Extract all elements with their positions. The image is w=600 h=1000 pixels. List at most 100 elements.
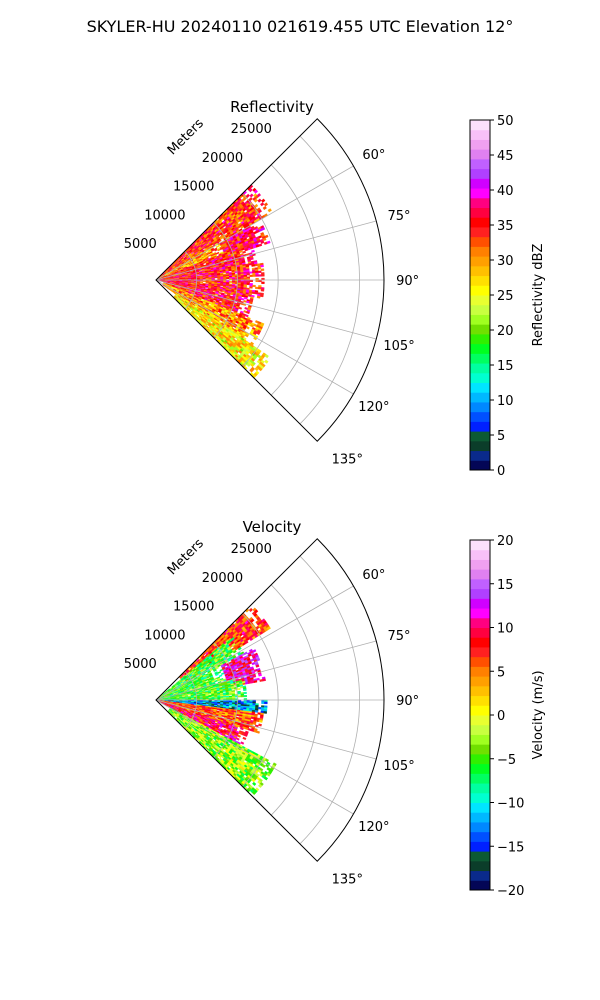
radial-tick-label: 15000 [173,180,214,195]
colorbar-swatch [470,178,490,189]
colorbar-swatch [470,188,490,199]
colorbar-swatch [470,343,490,354]
radial-tick-label: 25000 [231,542,272,557]
azimuth-tick-label: 105° [383,339,414,354]
azimuth-spoke [155,279,377,340]
colorbar-swatch [470,353,490,364]
colorbar-swatch [470,217,490,228]
radial-tick-label: 20000 [202,151,243,166]
colorbar-swatch [470,363,490,374]
colorbar-swatch [470,120,490,131]
colorbar-swatch [470,598,490,609]
azimuth-tick-label: 120° [358,400,389,415]
colorbar-swatch [470,637,490,648]
colorbar-swatch [470,744,490,755]
colorbar-swatch [470,608,490,619]
colorbar-tick-label: 20 [497,324,514,339]
colorbar-swatch [470,421,490,432]
colorbar-tick-label: 15 [497,359,514,374]
figure-title: SKYLER-HU 20240110 021619.455 UTC Elevat… [87,17,514,36]
colorbar-tick-label: 15 [497,578,514,593]
colorbar-tick-label: −15 [497,840,524,855]
azimuth-tick-label: 75° [388,629,411,644]
colorbar-swatch [470,304,490,315]
colorbar-swatch [470,314,490,325]
colorbar-tick-label: 10 [497,622,514,637]
radial-axis-label: Meters [165,116,207,158]
colorbar-swatch [470,870,490,881]
colorbar-swatch [470,333,490,345]
colorbar-swatch [470,401,490,413]
colorbar-tick-label: 0 [497,709,505,724]
radial-tick-label: 10000 [144,208,185,223]
colorbar-swatch [470,617,490,628]
colorbar-swatch [470,275,490,286]
colorbar-swatch [470,831,490,842]
colorbar-swatch [470,578,490,590]
colorbar-tick-label: −20 [497,884,524,899]
panel-1: 60° 75° 90° 105° 120° 135° 5000 10000 15000 20000… [124,518,546,899]
colorbar-swatch [470,685,490,697]
colorbar-swatch [470,880,490,891]
azimuth-spoke [155,585,354,701]
colorbar-swatch [470,540,490,551]
colorbar-swatch [470,168,490,179]
colorbar-swatch [470,411,490,422]
colorbar-swatch [470,324,490,335]
colorbar-swatch [470,705,490,716]
colorbar-tick-label: 25 [497,289,514,304]
colorbar-swatch [470,666,490,677]
colorbar-swatch [470,129,490,140]
azimuth-tick-label: 60° [362,148,385,163]
echo-region [156,666,228,701]
radial-tick-label: 20000 [202,571,243,586]
colorbar-swatch [470,256,490,267]
colorbar-tick-label: 40 [497,184,514,199]
colorbar-tick-label: 50 [497,114,514,129]
azimuth-spoke [155,165,354,281]
sector-frame [155,538,385,862]
radial-tick-label: 10000 [144,628,185,643]
colorbar-swatch [470,792,490,803]
colorbar-swatch [470,724,490,735]
azimuth-spoke [155,640,377,701]
colorbar-swatch [470,139,490,150]
azimuth-tick-label: 75° [388,209,411,224]
colorbar-swatch [470,627,490,638]
colorbar-tick-label: 35 [497,219,514,234]
colorbar-swatch [470,656,490,667]
echo-region [156,262,265,299]
azimuth-spoke [155,220,377,281]
panel-title: Velocity [243,518,302,536]
colorbar-tick-label: 5 [497,429,505,444]
colorbar-swatch [470,226,490,238]
colorbar-swatch [470,450,490,461]
colorbar-swatch [470,265,490,277]
colorbar-swatch [470,559,490,570]
colorbar-tick-label: −5 [497,753,516,768]
azimuth-tick-label: 90° [396,274,419,289]
azimuth-tick-label: 120° [358,820,389,835]
colorbar-tick-label: 20 [497,534,514,549]
colorbar-swatch [470,812,490,823]
azimuth-tick-label: 135° [332,452,363,467]
sector-frame [155,118,385,442]
panel-title: Reflectivity [230,98,314,116]
colorbar-tick-label: 30 [497,254,514,269]
colorbar-swatch [470,851,490,862]
colorbar-swatch [470,197,490,208]
colorbar-swatch [470,440,490,452]
colorbar-swatch [470,783,490,794]
colorbar-swatch [470,295,490,306]
azimuth-tick-label: 105° [383,759,414,774]
colorbar-swatch [470,382,490,393]
colorbar-swatch [470,695,490,706]
echo-region [167,707,277,796]
echo-region [156,699,264,734]
colorbar-tick-label: 5 [497,665,505,680]
colorbar-swatch [470,734,490,745]
azimuth-spoke [155,699,354,815]
azimuth-tick-label: 135° [332,872,363,887]
colorbar-swatch [470,773,490,784]
colorbar-swatch [470,646,490,658]
